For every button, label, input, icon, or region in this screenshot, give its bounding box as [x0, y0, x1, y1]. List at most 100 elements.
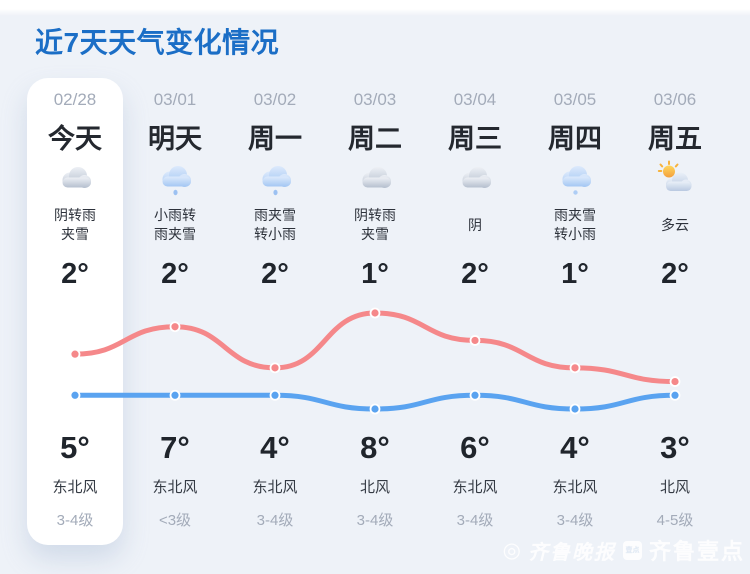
high-temp-point [569, 362, 581, 374]
high-temp: 8° [360, 430, 390, 465]
top-strip [0, 0, 750, 16]
cloud-overcast-icon [362, 167, 391, 188]
date-label: 03/06 [653, 90, 697, 109]
weather-icon [255, 157, 295, 199]
forecast-board: 02/28 今天 阴转雨 夹雪 2° 5° 东北风 3-4级 03/01 明天 … [25, 85, 725, 545]
weather-description: 阴 [468, 199, 482, 251]
day-column-2[interactable]: 03/01 明天 小雨转 雨夹雪 2° 7° 东北风 <3级 [125, 85, 225, 545]
date-label: 03/01 [153, 90, 197, 109]
high-temp-point [669, 376, 681, 387]
day-name: 明天 [148, 123, 202, 154]
wind-direction: 东北风 [52, 478, 98, 496]
wind-direction: 北风 [659, 478, 690, 496]
high-temp-point [69, 348, 81, 360]
low-temp: 2° [61, 257, 89, 290]
weather-icon [155, 157, 195, 199]
day-name: 周二 [348, 123, 402, 154]
day-column-7[interactable]: 03/06 周五 多云 2° 3° 北风 4-5级 [625, 85, 725, 545]
wind-level: 3-4级 [456, 512, 494, 529]
weather-description: 雨夹雪 转小雨 [554, 199, 596, 251]
day-name: 周一 [248, 123, 302, 154]
desc-line1: 阴转雨 [354, 207, 396, 223]
cloud-snow-icon [562, 166, 591, 195]
high-temp-point [169, 321, 181, 333]
wind-direction: 东北风 [252, 478, 298, 496]
weather-description: 多云 [661, 199, 689, 251]
date-label: 03/04 [453, 90, 497, 109]
date-label: 03/02 [253, 90, 297, 109]
date-label: 03/05 [553, 90, 597, 109]
today-highlight-card [27, 78, 123, 545]
wind-level: 3-4级 [356, 512, 394, 529]
weather-icon [55, 157, 95, 199]
desc-line2: 转小雨 [554, 226, 596, 242]
desc-line1: 雨夹雪 [554, 207, 596, 223]
sun-cloud-icon [657, 160, 692, 191]
low-temp-point [269, 389, 281, 401]
weather-description: 阴转雨 夹雪 [354, 199, 396, 251]
wind-direction: 北风 [359, 478, 390, 496]
wind-direction: 东北风 [152, 478, 198, 496]
wind-level: 3-4级 [556, 512, 594, 529]
day-column-3[interactable]: 03/02 周一 雨夹雪 转小雨 2° 4° 东北风 3-4级 [225, 85, 325, 545]
high-temp: 7° [160, 430, 190, 465]
weather-icon [555, 157, 595, 199]
cloud-overcast-icon [462, 167, 491, 188]
desc-line1: 阴转雨 [54, 207, 96, 223]
high-temp-point [469, 335, 481, 346]
desc-line1: 雨夹雪 [254, 207, 296, 223]
date-label: 03/03 [353, 90, 397, 109]
high-temp: 3° [660, 430, 690, 465]
high-temp: 4° [560, 430, 590, 465]
high-temp: 4° [260, 430, 290, 465]
low-temp-point [469, 389, 481, 401]
wind-level: 3-4级 [256, 512, 294, 529]
desc-line2: 雨夹雪 [154, 226, 196, 242]
desc-line2: 夹雪 [361, 226, 389, 242]
day-column-5[interactable]: 03/04 周三 阴 2° 6° 东北风 3-4级 [425, 85, 525, 545]
low-temp-point [169, 389, 181, 401]
high-temp-point [269, 362, 281, 374]
day-name: 周三 [448, 123, 502, 154]
low-temp: 2° [661, 257, 689, 290]
low-temp-point [369, 403, 381, 415]
date-label: 02/28 [53, 90, 97, 109]
day-column-1[interactable]: 02/28 今天 阴转雨 夹雪 2° 5° 东北风 3-4级 [25, 85, 125, 545]
wind-direction: 东北风 [452, 478, 498, 496]
desc-line1: 多云 [661, 216, 689, 233]
low-temp: 2° [161, 257, 189, 290]
desc-line2: 转小雨 [254, 226, 296, 242]
cloud-rain-icon [262, 166, 291, 196]
high-temp-point [369, 307, 381, 319]
day-name: 周四 [548, 123, 602, 154]
wind-direction: 东北风 [552, 478, 598, 496]
day-column-4[interactable]: 03/03 周二 阴转雨 夹雪 1° 8° 北风 3-4级 [325, 85, 425, 545]
high-temp: 6° [460, 430, 490, 465]
wind-level: 3-4级 [56, 512, 94, 529]
temperature-chart [69, 307, 681, 415]
desc-line1: 阴 [468, 216, 482, 233]
page-title: 近7天天气变化情况 [35, 27, 280, 58]
desc-line1: 小雨转 [154, 207, 196, 223]
desc-line2: 夹雪 [61, 226, 89, 242]
weather-description: 阴转雨 夹雪 [54, 199, 96, 251]
weather-description: 雨夹雪 转小雨 [254, 199, 296, 251]
weather-icon [655, 157, 695, 199]
low-temp: 1° [561, 257, 589, 290]
low-temp: 2° [261, 257, 289, 290]
weather-description: 小雨转 雨夹雪 [154, 199, 196, 251]
day-name: 今天 [48, 123, 102, 154]
cloud-overcast-icon [62, 167, 91, 188]
day-column-6[interactable]: 03/05 周四 雨夹雪 转小雨 1° 4° 东北风 3-4级 [525, 85, 625, 545]
wind-level: <3级 [158, 512, 192, 529]
low-temp-point [669, 389, 681, 401]
low-temp-point [69, 389, 81, 401]
high-temp: 5° [60, 430, 90, 465]
cloud-rain-icon [162, 166, 191, 196]
weather-icon [455, 157, 495, 199]
low-temp: 1° [361, 257, 389, 290]
low-temp-point [569, 403, 581, 415]
low-temp: 2° [461, 257, 489, 290]
weather-icon [355, 157, 395, 199]
day-name: 周五 [648, 123, 702, 154]
